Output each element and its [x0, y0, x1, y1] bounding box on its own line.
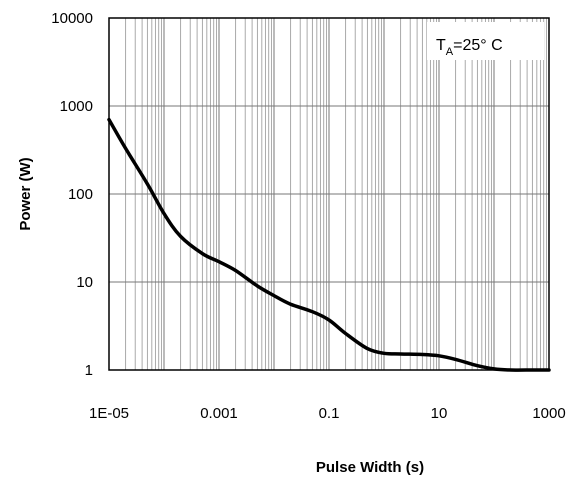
annotation-text: TA=25° C	[436, 37, 503, 58]
power-curve-line	[107, 117, 551, 372]
x-tick-label: 0.001	[200, 405, 238, 422]
y-axis-label: Power (W)	[17, 157, 34, 230]
annotation-main: T	[436, 37, 446, 54]
x-tick-labels: 1E-05 0.001 0.1 10 1000	[89, 405, 566, 422]
y-tick-label: 10	[76, 274, 93, 291]
x-tick-label: 1000	[532, 405, 565, 422]
temperature-annotation: TA=25° C	[427, 22, 544, 60]
series-layer	[107, 117, 551, 372]
y-tick-label: 10000	[51, 10, 93, 27]
x-tick-label: 0.1	[319, 405, 340, 422]
plot-frame	[108, 17, 550, 371]
y-tick-label: 100	[68, 186, 93, 203]
y-tick-label: 1	[85, 362, 93, 379]
x-axis-label: Pulse Width (s)	[316, 459, 424, 476]
x-tick-label: 10	[431, 405, 448, 422]
grid-lines	[108, 17, 549, 371]
annotation-sub: A	[446, 46, 454, 58]
annotation-rest: =25° C	[453, 37, 503, 54]
x-tick-label: 1E-05	[89, 405, 129, 422]
y-tick-labels: 1 10 100 1000 10000	[51, 10, 93, 379]
y-tick-label: 1000	[60, 98, 93, 115]
annotation-box	[427, 22, 544, 60]
